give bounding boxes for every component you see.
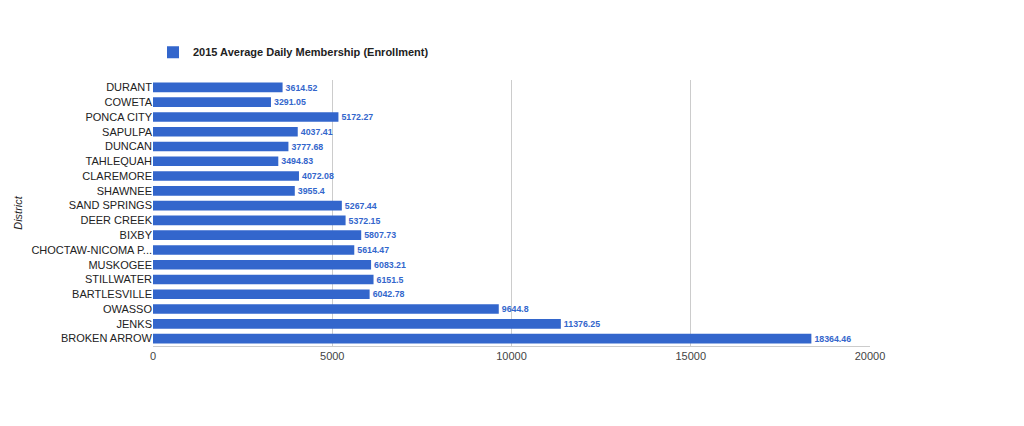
- svg-text:6083.21: 6083.21: [374, 260, 406, 270]
- svg-text:18364.46: 18364.46: [814, 334, 851, 344]
- svg-text:BIXBY: BIXBY: [120, 229, 153, 241]
- svg-text:JENKS: JENKS: [117, 318, 152, 330]
- svg-text:TAHLEQUAH: TAHLEQUAH: [86, 155, 152, 167]
- svg-text:SHAWNEE: SHAWNEE: [97, 185, 152, 197]
- svg-text:3494.83: 3494.83: [281, 156, 313, 166]
- svg-text:20000: 20000: [855, 350, 886, 362]
- svg-text:BROKEN ARROW: BROKEN ARROW: [61, 332, 153, 344]
- svg-text:10000: 10000: [496, 350, 527, 362]
- svg-text:PONCA CITY: PONCA CITY: [85, 111, 152, 123]
- svg-text:4072.08: 4072.08: [302, 171, 334, 181]
- svg-text:5372.15: 5372.15: [349, 216, 381, 226]
- svg-text:BARTLESVILLE: BARTLESVILLE: [72, 288, 152, 300]
- svg-text:MUSKOGEE: MUSKOGEE: [88, 259, 152, 271]
- svg-text:DUNCAN: DUNCAN: [105, 140, 152, 152]
- svg-text:CLAREMORE: CLAREMORE: [82, 170, 152, 182]
- svg-text:5614.47: 5614.47: [357, 245, 389, 255]
- svg-text:STILLWATER: STILLWATER: [85, 273, 152, 285]
- svg-text:4037.41: 4037.41: [301, 127, 333, 137]
- svg-text:3614.52: 3614.52: [286, 83, 318, 93]
- svg-text:SAND SPRINGS: SAND SPRINGS: [69, 199, 152, 211]
- svg-text:OWASSO: OWASSO: [103, 303, 153, 315]
- svg-text:5000: 5000: [320, 350, 344, 362]
- svg-text:11376.25: 11376.25: [564, 319, 600, 329]
- svg-text:3777.68: 3777.68: [291, 142, 323, 152]
- svg-text:2015 Average Daily Membership: 2015 Average Daily Membership (Enrollmen…: [193, 46, 428, 58]
- svg-text:CHOCTAW-NICOMA P...: CHOCTAW-NICOMA P...: [31, 244, 152, 256]
- svg-text:3955.4: 3955.4: [298, 186, 325, 196]
- svg-text:3291.05: 3291.05: [274, 97, 306, 107]
- svg-text:5807.73: 5807.73: [364, 230, 396, 240]
- svg-text:COWETA: COWETA: [105, 96, 153, 108]
- svg-text:6042.78: 6042.78: [373, 289, 405, 299]
- svg-text:DURANT: DURANT: [106, 81, 152, 93]
- svg-text:15000: 15000: [675, 350, 706, 362]
- svg-text:DEER CREEK: DEER CREEK: [80, 214, 152, 226]
- svg-text:0: 0: [150, 350, 156, 362]
- svg-text:5172.27: 5172.27: [341, 112, 373, 122]
- svg-text:District: District: [12, 195, 24, 230]
- svg-text:5267.44: 5267.44: [345, 201, 377, 211]
- svg-text:SAPULPA: SAPULPA: [102, 126, 153, 138]
- svg-text:9644.8: 9644.8: [502, 304, 529, 314]
- svg-text:6151.5: 6151.5: [377, 275, 404, 285]
